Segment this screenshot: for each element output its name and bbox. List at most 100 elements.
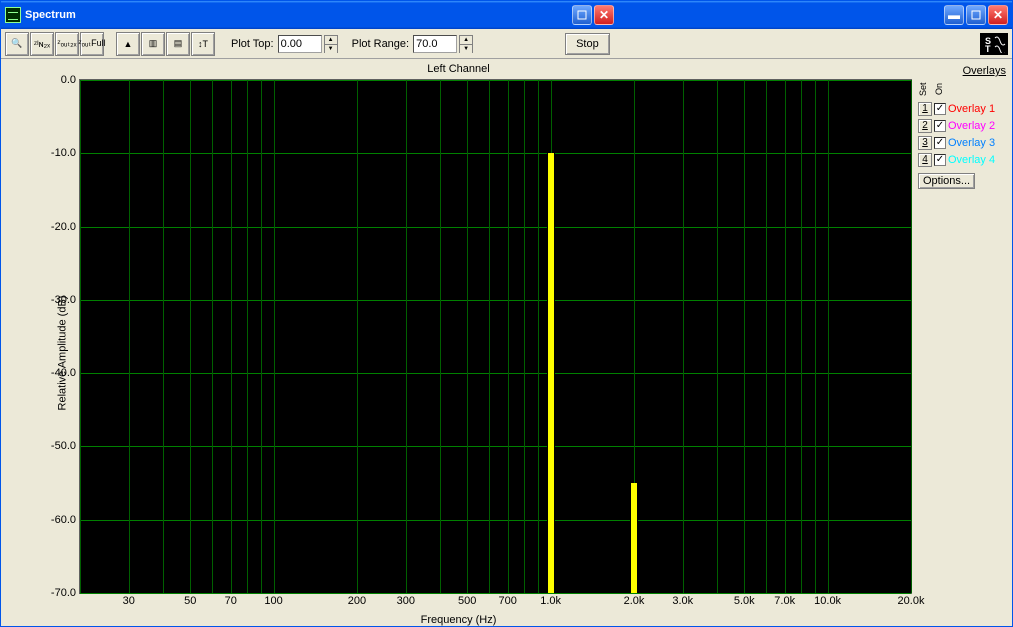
stop-button[interactable]: Stop — [565, 33, 610, 55]
spectrum-bar — [547, 153, 555, 593]
x-tick-label: 300 — [397, 593, 415, 607]
gridline-v — [766, 80, 767, 593]
plot-top-spinner[interactable]: ▲▼ — [324, 35, 338, 53]
gridline-v — [261, 80, 262, 593]
col-on: On — [934, 79, 950, 99]
gridline-v — [467, 80, 468, 593]
x-tick-label: 200 — [348, 593, 366, 607]
peak-icon[interactable]: ▲ — [116, 32, 140, 56]
plot-top-input[interactable] — [278, 35, 322, 53]
window-icon[interactable]: ▤ — [166, 32, 190, 56]
gridline-v — [524, 80, 525, 593]
gridline-v — [785, 80, 786, 593]
titlebar: Spectrum ✕ ▬ ✕ — [1, 1, 1012, 29]
y-tick-label: -10.0 — [40, 147, 80, 159]
gridline-v — [508, 80, 509, 593]
gridline-v — [80, 80, 81, 593]
zoom-in-2x-icon[interactable]: ᶻᴵɴ₂ₓ — [30, 32, 54, 56]
x-tick-label: 50 — [184, 593, 196, 607]
gridline-h — [80, 300, 911, 301]
gridline-v — [406, 80, 407, 593]
plot-range-spinner[interactable]: ▲▼ — [459, 35, 473, 53]
close-button[interactable]: ✕ — [988, 5, 1008, 25]
gridline-h — [80, 153, 911, 154]
y-tick-label: -50.0 — [40, 440, 80, 452]
x-tick-label: 5.0k — [734, 593, 755, 607]
x-tick-label: 2.0k — [624, 593, 645, 607]
gridline-h — [80, 373, 911, 374]
child-close-button[interactable]: ✕ — [594, 5, 614, 25]
zoom-out-full-icon[interactable]: ᶻₒᵤₜFull — [80, 32, 104, 56]
overlay-checkbox[interactable]: ✓ — [934, 137, 946, 149]
gridline-v — [357, 80, 358, 593]
x-tick-label: 70 — [225, 593, 237, 607]
overlay-label: Overlay 2 — [948, 120, 995, 132]
gridline-v — [163, 80, 164, 593]
overlay-label: Overlay 1 — [948, 103, 995, 115]
toolbar: 🔍ᶻᴵɴ₂ₓᶻₒᵤₜ₂ₓᶻₒᵤₜFull ▲▥▤↕T Plot Top: ▲▼ … — [1, 29, 1012, 59]
minimize-button[interactable]: ▬ — [944, 5, 964, 25]
gridline-v — [247, 80, 248, 593]
overlay-checkbox[interactable]: ✓ — [934, 103, 946, 115]
overlay-checkbox[interactable]: ✓ — [934, 120, 946, 132]
gridline-v — [129, 80, 130, 593]
y-tick-label: -30.0 — [40, 294, 80, 306]
overlays-header: Overlays — [918, 65, 1006, 77]
gridline-v — [801, 80, 802, 593]
overlay-row: 2✓Overlay 2 — [918, 118, 1006, 134]
text-height-icon[interactable]: ↕T — [191, 32, 215, 56]
plot-range-input[interactable] — [413, 35, 457, 53]
x-tick-label: 30 — [123, 593, 135, 607]
overlay-set-button[interactable]: 2 — [918, 119, 932, 133]
plot-range-label: Plot Range: — [352, 38, 409, 50]
overlay-label: Overlay 3 — [948, 137, 995, 149]
maximize-button[interactable] — [966, 5, 986, 25]
options-button[interactable]: Options... — [918, 173, 975, 189]
gridline-v — [828, 80, 829, 593]
gridline-v — [683, 80, 684, 593]
app-icon — [5, 7, 21, 23]
gridline-v — [489, 80, 490, 593]
child-restore-button[interactable] — [572, 5, 592, 25]
x-tick-label: 500 — [458, 593, 476, 607]
spectrum-bar — [630, 483, 638, 593]
gridline-h — [80, 227, 911, 228]
y-tick-label: -40.0 — [40, 367, 80, 379]
zoom-icon[interactable]: 🔍 — [5, 32, 29, 56]
chart-area: Left Channel Relative Amplitude (dB) Fre… — [1, 59, 916, 626]
overlays-panel: Overlays Set On 1✓Overlay 12✓Overlay 23✓… — [916, 59, 1012, 626]
gridline-v — [538, 80, 539, 593]
right-tool-icon[interactable]: S T — [980, 33, 1008, 55]
x-axis-label: Frequency (Hz) — [421, 614, 497, 626]
window-title: Spectrum — [25, 9, 76, 21]
x-tick-label: 10.0k — [814, 593, 841, 607]
overlay-label: Overlay 4 — [948, 154, 995, 166]
overlay-set-button[interactable]: 3 — [918, 136, 932, 150]
bars-icon[interactable]: ▥ — [141, 32, 165, 56]
y-tick-label: 0.0 — [40, 74, 80, 86]
gridline-v — [212, 80, 213, 593]
gridline-v — [231, 80, 232, 593]
spectrum-plot[interactable]: 0.0-10.0-20.0-30.0-40.0-50.0-60.0-70.030… — [79, 79, 912, 594]
x-tick-label: 1.0k — [540, 593, 561, 607]
x-tick-label: 3.0k — [672, 593, 693, 607]
gridline-v — [440, 80, 441, 593]
gridline-v — [274, 80, 275, 593]
y-tick-label: -20.0 — [40, 221, 80, 233]
gridline-v — [190, 80, 191, 593]
zoom-out-2x-icon[interactable]: ᶻₒᵤₜ₂ₓ — [55, 32, 79, 56]
x-tick-label: 700 — [499, 593, 517, 607]
overlay-set-button[interactable]: 4 — [918, 153, 932, 167]
y-tick-label: -60.0 — [40, 514, 80, 526]
y-axis-label: Relative Amplitude (dB) — [56, 295, 68, 410]
gridline-h — [80, 80, 911, 81]
y-tick-label: -70.0 — [40, 587, 80, 599]
overlay-set-button[interactable]: 1 — [918, 102, 932, 116]
x-tick-label: 20.0k — [898, 593, 925, 607]
col-set: Set — [918, 79, 934, 99]
overlay-row: 4✓Overlay 4 — [918, 152, 1006, 168]
gridline-v — [717, 80, 718, 593]
overlay-checkbox[interactable]: ✓ — [934, 154, 946, 166]
svg-text:T: T — [985, 44, 991, 53]
x-tick-label: 7.0k — [774, 593, 795, 607]
